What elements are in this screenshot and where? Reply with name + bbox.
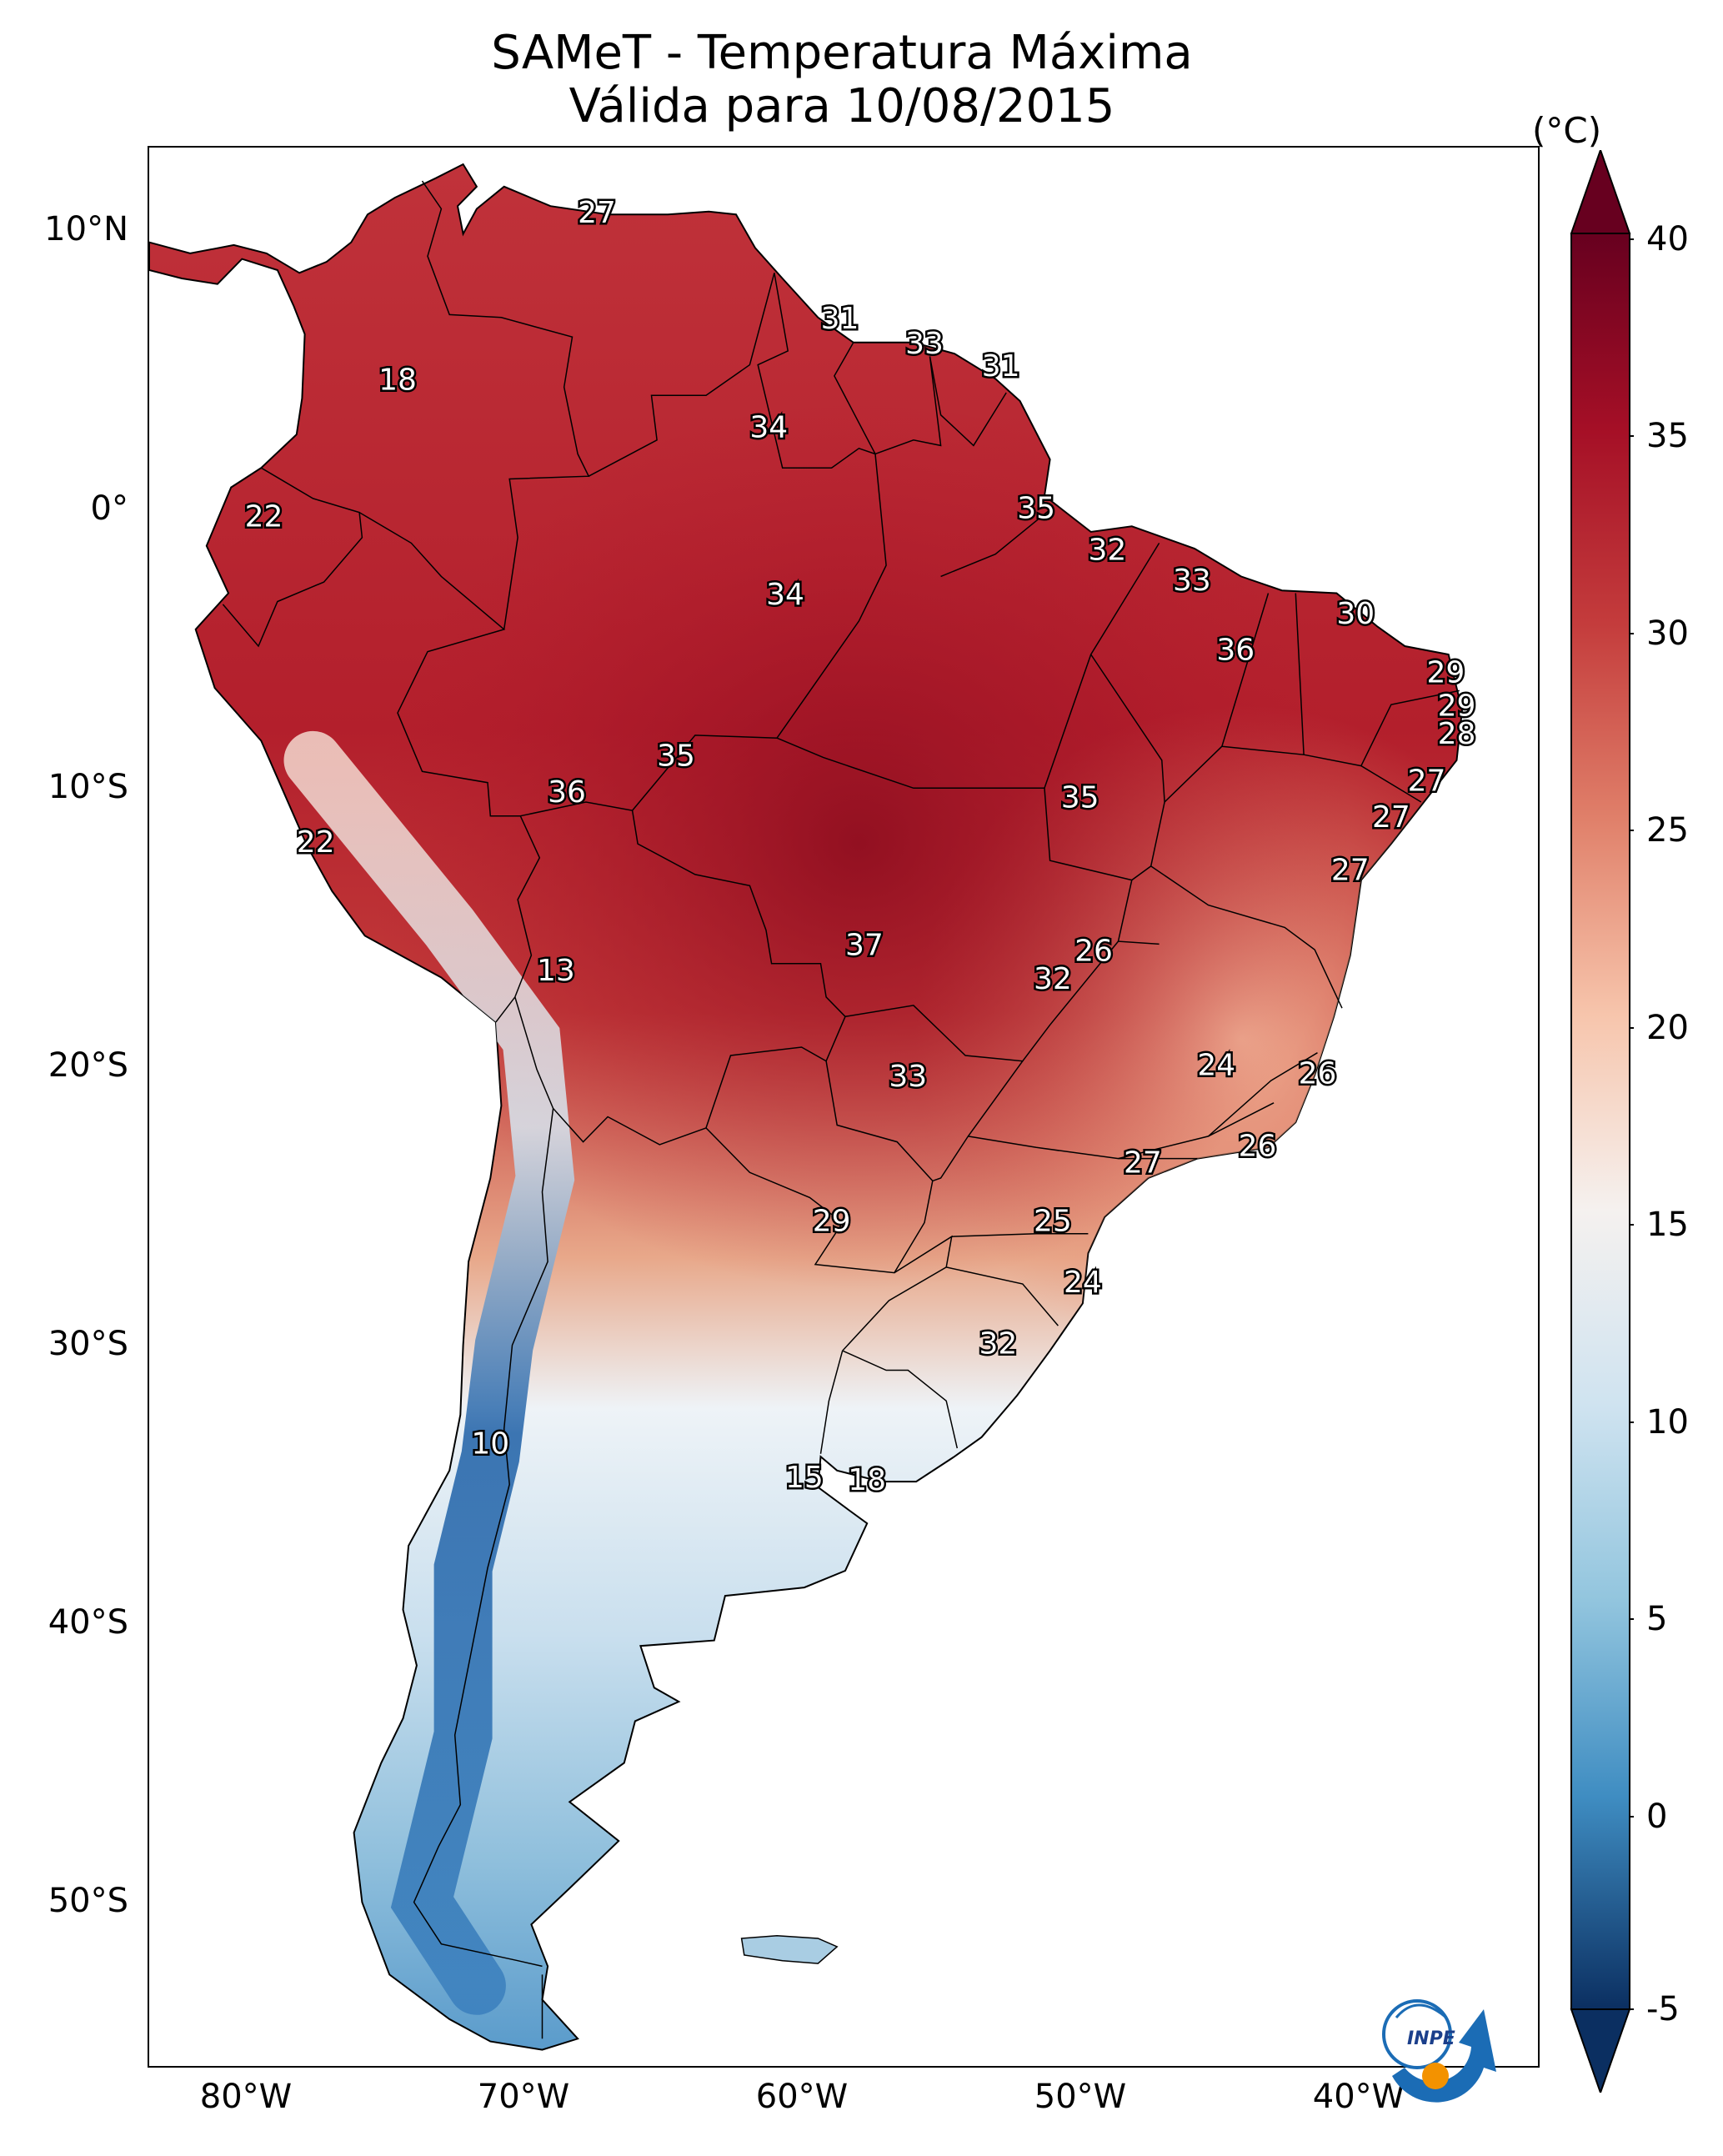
colorbar-tick-20: 20	[1646, 1009, 1689, 1047]
map-area: 27 18 31 33 31 34 22 35 32 34 33 30 36 29 29 28 35 36 35 27…	[148, 146, 1540, 2068]
border-line-1	[588, 273, 775, 477]
colorbar-extend-min	[1570, 2008, 1631, 2093]
border-line-22	[1360, 689, 1460, 766]
contour-label-19: 27	[1408, 765, 1446, 799]
contour-label-32: 29	[813, 1205, 851, 1239]
colorbar-tick-15: 15	[1646, 1206, 1689, 1244]
contour-label-36: 10	[471, 1427, 509, 1462]
border-line-9	[413, 1108, 554, 1968]
south-america-landmass	[149, 163, 1464, 2051]
contour-label-25: 32	[1034, 962, 1072, 996]
contour-label-4: 31	[982, 349, 1020, 384]
contour-label-10: 33	[1173, 564, 1211, 598]
country-borders	[222, 180, 1460, 2039]
border-line-4	[929, 356, 1007, 447]
map-title: SAMeT - Temperatura Máxima	[491, 26, 1193, 80]
border-line-5	[222, 467, 363, 648]
contour-label-13: 29	[1426, 655, 1465, 689]
contour-label-12: 36	[1216, 634, 1255, 668]
contour-label-5: 34	[749, 410, 788, 444]
border-line-30	[946, 1266, 1059, 1326]
contour-label-31: 27	[1124, 1146, 1162, 1180]
contour-label-20: 27	[1372, 800, 1410, 835]
colorbar-tick-5: 5	[1646, 1600, 1668, 1638]
colorbar-tick-10: 10	[1646, 1403, 1689, 1442]
contour-label-11: 30	[1336, 597, 1375, 631]
colorbar-tick-30: 30	[1646, 614, 1689, 653]
lon-label-70w: 70°W	[477, 2078, 570, 2116]
colorbar-gradient	[1570, 233, 1630, 2010]
contour-label-0: 27	[578, 196, 616, 230]
border-line-28	[1208, 1052, 1318, 1137]
border-line-15	[776, 454, 887, 739]
contour-label-3: 33	[905, 327, 944, 361]
contour-label-24: 26	[1074, 934, 1113, 968]
contour-label-14: 29	[1438, 689, 1476, 724]
border-line-23	[1150, 865, 1343, 1009]
contour-label-28: 26	[1299, 1056, 1337, 1091]
lat-label-20s: 20°S	[48, 1046, 128, 1085]
border-line-14	[632, 735, 1132, 881]
border-line-6	[358, 511, 541, 1023]
border-line-24	[844, 940, 1119, 1062]
contour-label-26: 13	[537, 954, 575, 988]
contour-label-21: 27	[1331, 854, 1370, 888]
contour-label-27: 24	[1197, 1048, 1235, 1082]
colorbar-tick-0: 0	[1646, 1798, 1668, 1836]
contour-label-18: 35	[1061, 781, 1099, 815]
lat-label-30s: 30°S	[48, 1325, 128, 1363]
lat-label-50s: 50°S	[48, 1882, 128, 1920]
lat-label-10s: 10°S	[48, 768, 128, 806]
lon-label-60w: 60°W	[755, 2078, 849, 2116]
border-line-25	[932, 1060, 1024, 1182]
inpe-logo: INPE	[1382, 1999, 1496, 2103]
colorbar-tick-25: 25	[1646, 811, 1689, 850]
colorbar-tick-35: 35	[1646, 417, 1689, 455]
lon-label-40w: 40°W	[1312, 2078, 1405, 2116]
colorbar-tick-40: 40	[1646, 220, 1689, 258]
contour-label-15: 28	[1438, 717, 1476, 751]
lon-label-50w: 50°W	[1034, 2078, 1127, 2116]
contour-label-38: 18	[848, 1463, 886, 1497]
border-line-0	[421, 180, 590, 630]
border-line-3	[834, 342, 942, 455]
contour-label-8: 32	[1088, 533, 1126, 567]
contour-label-1: 18	[378, 364, 417, 398]
contour-label-22: 22	[297, 825, 335, 860]
border-line-13	[842, 1235, 953, 1351]
border-line-11	[842, 1350, 959, 1449]
lat-label-40s: 40°S	[48, 1603, 128, 1642]
border-line-2	[757, 273, 876, 469]
colorbar-extend-max	[1570, 150, 1631, 234]
colorbar-tick-minus5: -5	[1646, 1990, 1680, 2028]
contour-label-23: 37	[845, 929, 884, 963]
contour-label-35: 32	[979, 1326, 1017, 1361]
contour-label-33: 25	[1034, 1205, 1072, 1239]
border-line-29	[951, 1233, 1089, 1237]
colorbar-unit-label: (°C)	[1532, 110, 1602, 151]
lon-label-80w: 80°W	[199, 2078, 293, 2116]
map-subtitle-date: Válida para 10/08/2015	[568, 79, 1115, 133]
contour-label-6: 22	[245, 499, 283, 534]
contour-label-9: 34	[766, 578, 804, 612]
contour-label-7: 35	[1017, 491, 1055, 525]
colorbar	[1570, 150, 1634, 2093]
contour-label-2: 31	[821, 302, 859, 336]
lat-label-0: 0°	[90, 489, 128, 528]
contour-label-34: 24	[1064, 1266, 1102, 1300]
border-line-16	[940, 509, 1051, 578]
border-line-12	[819, 1350, 844, 1454]
contour-label-16: 35	[657, 740, 695, 774]
svg-text:INPE: INPE	[1407, 2028, 1455, 2049]
contour-label-37: 15	[785, 1461, 824, 1495]
contour-label-17: 36	[548, 775, 586, 810]
lat-label-10n: 10°N	[44, 210, 128, 248]
border-line-26	[968, 1136, 1198, 1160]
contour-label-30: 26	[1239, 1129, 1277, 1163]
contour-label-29: 33	[889, 1060, 927, 1094]
